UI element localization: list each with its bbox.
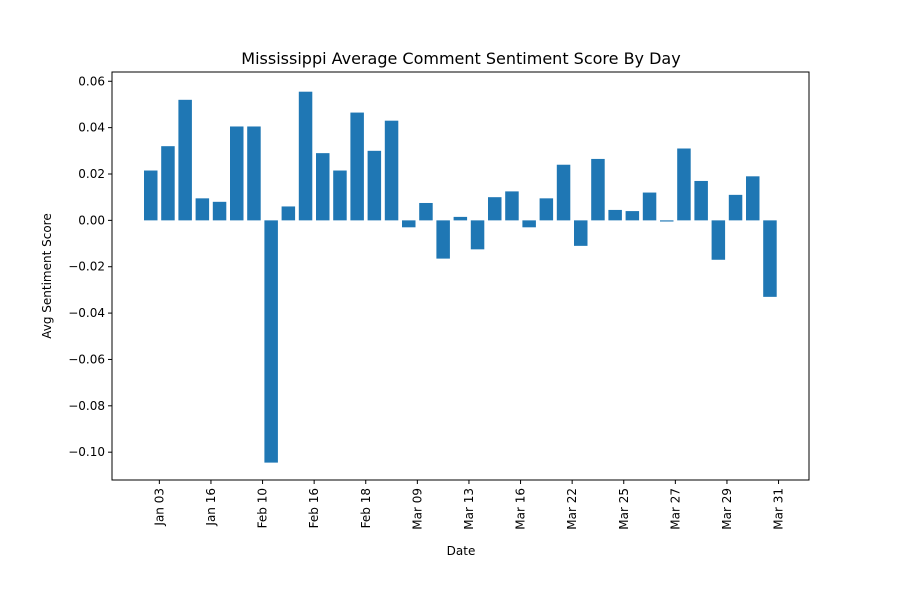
y-tick-label: 0.00 [78,213,105,227]
x-tick-label: Mar 16 [514,488,528,530]
y-axis-title: Avg Sentiment Score [40,213,54,339]
bar [574,220,588,246]
x-tick-label: Mar 22 [565,488,579,530]
x-tick-label: Feb 18 [359,488,373,528]
bar [505,191,519,221]
bar [436,220,450,259]
y-tick-label: −0.04 [68,306,105,320]
x-tick-label: Mar 31 [772,488,786,530]
y-tick-label: −0.02 [68,260,105,274]
bar [298,91,313,221]
x-tick-label: Mar 09 [410,488,424,530]
chart-title: Mississippi Average Comment Sentiment Sc… [241,49,680,68]
bar [591,158,605,221]
bar [402,220,416,228]
x-tick-label: Jan 16 [204,488,218,527]
y-axis: 0.06 0.04 0.02 0.00 −0.02 −0.04 −0.06 −0.08 −0.1… [68,74,112,459]
y-tick-label: −0.06 [68,352,105,366]
bar [367,150,382,221]
bar [384,120,399,221]
x-tick-label: Mar 27 [668,488,682,530]
bar [556,164,571,221]
bar-group [144,91,777,463]
x-tick-label: Mar 29 [720,488,734,530]
x-axis-title: Date [447,544,476,558]
bar [488,197,502,221]
y-tick-label: 0.02 [78,167,105,181]
bar [178,99,192,221]
bar [470,220,485,250]
bar [711,220,726,260]
bar [453,216,468,221]
bar [350,112,364,221]
bar [625,211,640,221]
y-tick-label: 0.06 [78,74,105,88]
bar [677,148,691,221]
bar [539,198,554,221]
bar [195,198,210,221]
bar [522,220,536,228]
bar [161,146,175,221]
bar [694,180,708,221]
x-axis: Jan 03 Jan 16 Feb 10 Feb 16 Feb 18 Mar 09 Mar … [152,480,786,530]
x-tick-label: Mar 13 [462,488,476,530]
bar [608,209,622,221]
bar [419,202,433,221]
bar [230,126,244,221]
bar [247,126,261,221]
bar [333,170,347,221]
bar [316,153,330,221]
x-tick-label: Feb 10 [256,488,270,528]
bar [264,220,278,463]
bar [728,194,743,221]
x-tick-label: Feb 16 [307,488,321,528]
bar [763,220,777,297]
x-tick-label: Mar 25 [617,488,631,530]
bar [660,220,674,222]
y-tick-label: −0.10 [68,445,105,459]
bar [281,206,296,221]
x-tick-label: Jan 03 [152,488,166,527]
bar [746,176,760,221]
plot-frame [111,71,810,481]
bar [642,192,657,221]
bar [144,170,158,221]
y-tick-label: 0.04 [78,121,105,135]
y-tick-label: −0.08 [68,399,105,413]
bar [212,201,227,221]
